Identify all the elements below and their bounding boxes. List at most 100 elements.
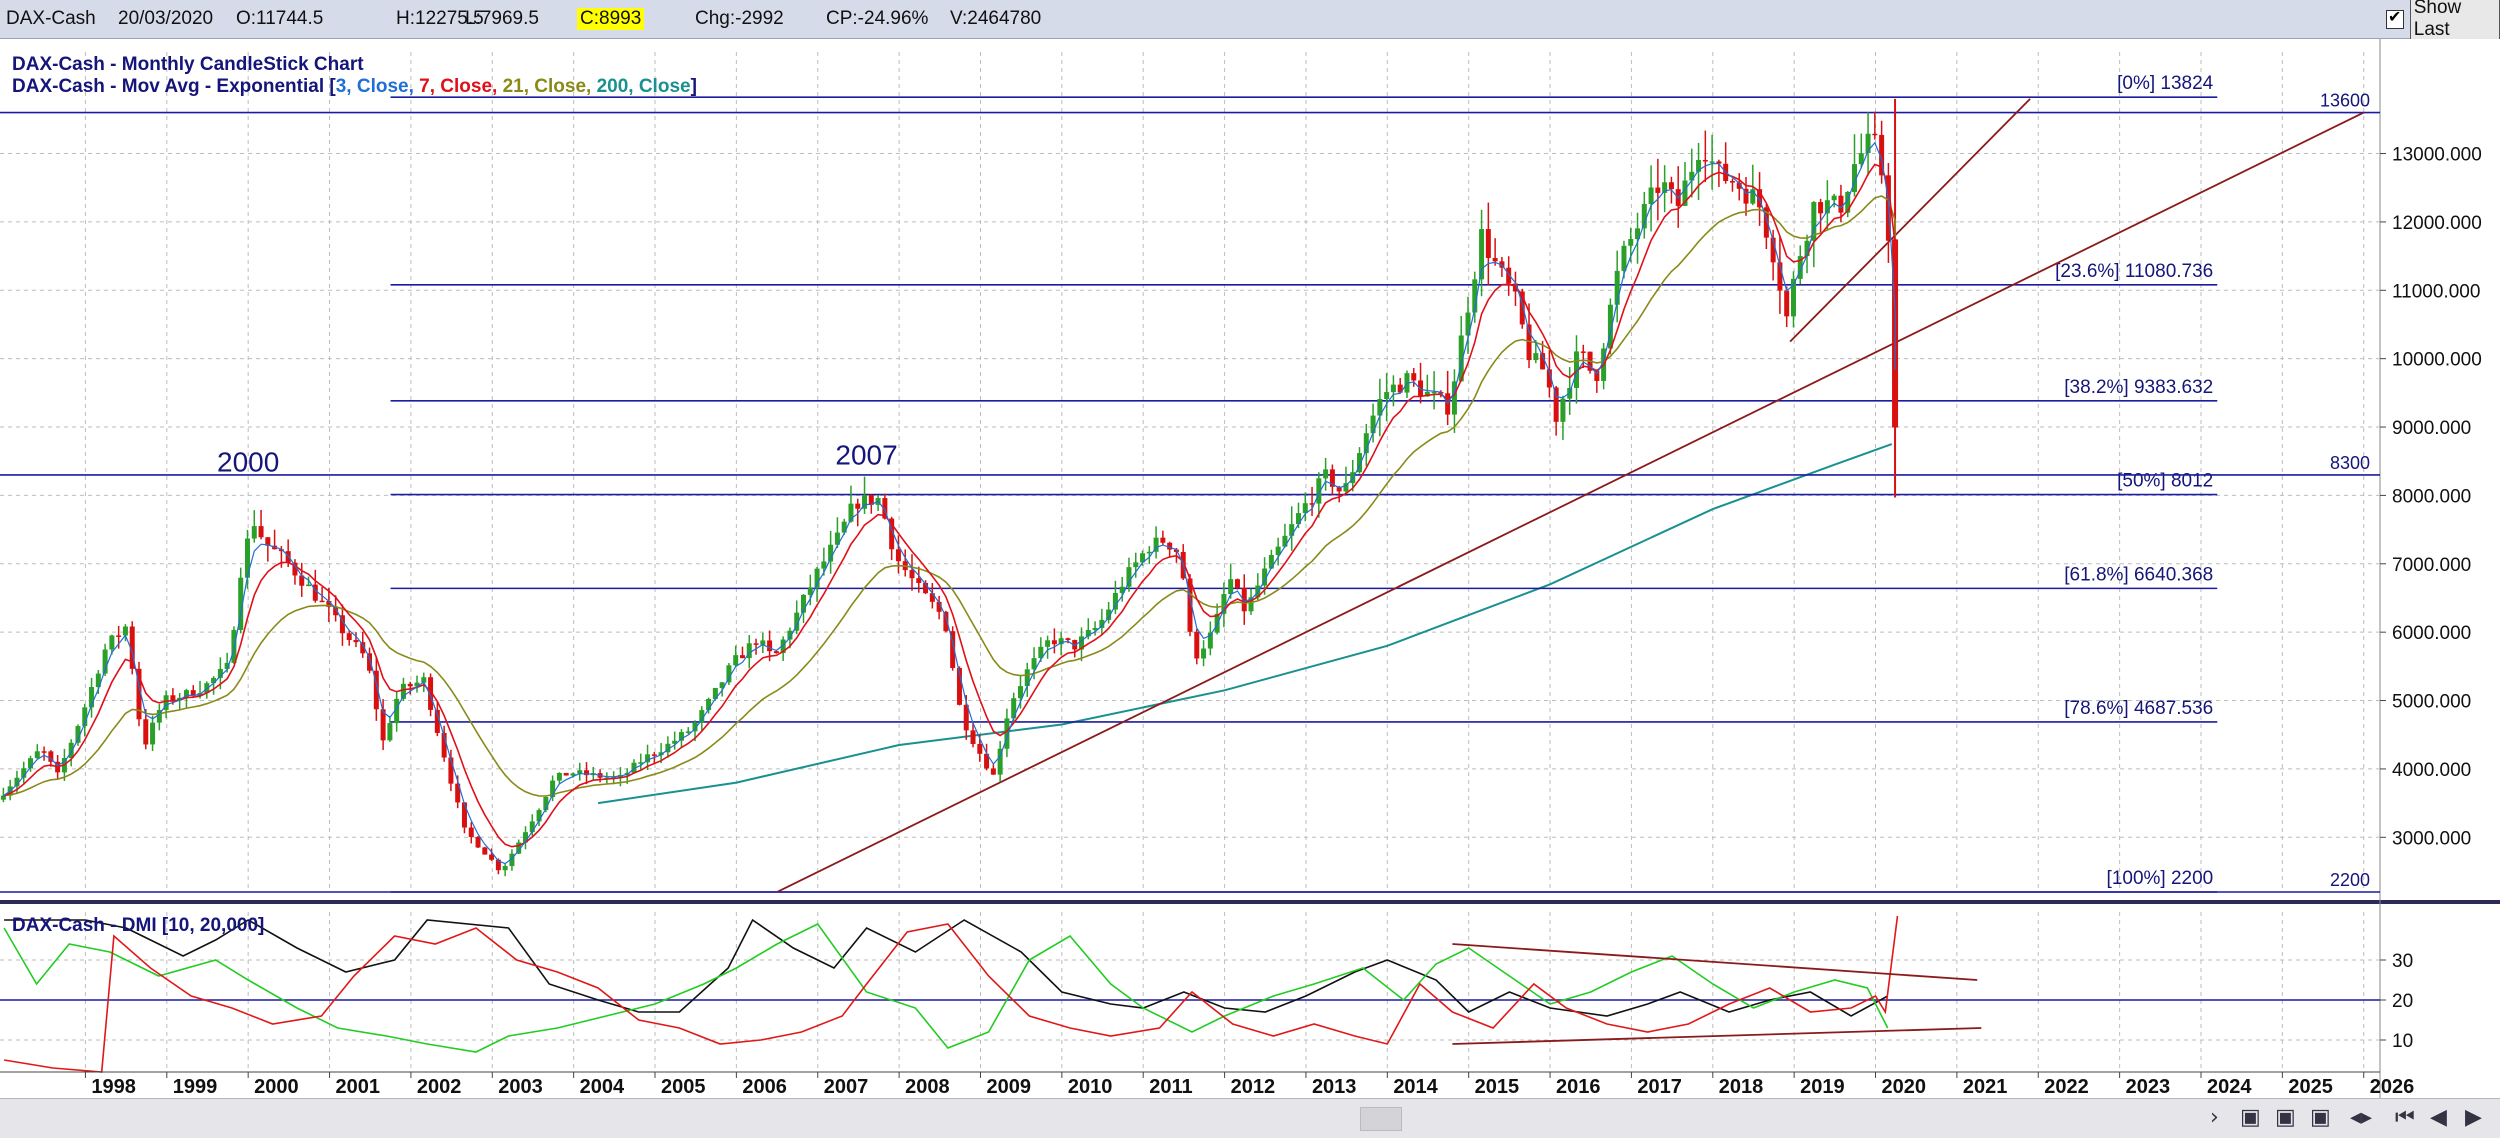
candle-body [1641, 204, 1647, 229]
chart-canvas[interactable]: [0%] 13824 [23.6%] 11080.736 [38.2%] 9383.… [0, 39, 2500, 1098]
show-last-toggle[interactable]: Show Last [2386, 0, 2500, 42]
candle-body [448, 757, 454, 784]
fib-level-label: [61.8%] 6640.368 [2064, 564, 2213, 585]
scroll-first-icon[interactable]: ⏮ [2395, 1105, 2415, 1130]
candle-body [421, 677, 427, 683]
price-axis: 3000.000 4000.000 5000.000 6000.000 7000.000… [2380, 145, 2482, 1052]
ma-legend-ema21: 21, Close, [503, 76, 597, 97]
candle-body [1736, 182, 1742, 189]
candle-body [1024, 669, 1030, 687]
candle-body [1194, 631, 1200, 659]
candle-body [834, 532, 840, 545]
scroll-bar[interactable]: › ▣ ▣ ▣ ◂▸ ⏮ ◀ ▶ [0, 1098, 2500, 1138]
candle-body [1804, 240, 1810, 257]
candle-body [1045, 640, 1051, 647]
candle-body [1838, 195, 1844, 213]
candle-body [1248, 597, 1254, 612]
time-tick-label: 2007 [824, 1076, 869, 1098]
candle-body [997, 748, 1003, 775]
candle-body [923, 582, 929, 594]
candle-body [1797, 256, 1803, 279]
candle-body [1424, 391, 1430, 397]
change-pct-value: CP:-24.96% [826, 8, 929, 29]
candle-body [570, 773, 576, 776]
candle-body [1411, 373, 1417, 381]
candle-body [1160, 537, 1166, 543]
candle-body [516, 842, 522, 854]
candle-body [1865, 133, 1871, 154]
candle-body [1824, 200, 1830, 214]
dmi-panel [0, 915, 2380, 1073]
candle-body [1092, 627, 1098, 630]
candle-body [1085, 629, 1091, 637]
zoom-icon[interactable]: ▣ [2240, 1105, 2261, 1130]
candle-body [787, 630, 793, 640]
candle-body [489, 854, 495, 860]
candle-body [1465, 312, 1471, 336]
candle-body [1621, 245, 1627, 271]
candle-body [1682, 180, 1688, 206]
date-label: 20/03/2020 [118, 8, 214, 29]
candle-body [1689, 171, 1695, 181]
candle-body [1289, 524, 1295, 536]
dmi-tick-label: 20 [2392, 991, 2413, 1012]
candle-body [224, 662, 230, 669]
candle-body [143, 719, 149, 745]
candle-body [244, 538, 250, 578]
candle-body [855, 503, 861, 509]
annotations: 2000 2007 [217, 440, 898, 478]
candle-body [48, 751, 54, 762]
candle-body [292, 562, 298, 576]
scroll-both-icon[interactable]: ◂▸ [2350, 1105, 2373, 1130]
ma-legend-ema200: 200, Close [597, 76, 691, 97]
candle-body [1207, 632, 1213, 649]
candle-body [373, 670, 379, 710]
scroll-right-icon[interactable]: › [2210, 1105, 2219, 1130]
chart-annotation: 2007 [835, 440, 897, 471]
candle-body [807, 587, 813, 595]
time-tick-label: 2016 [1556, 1076, 1601, 1098]
candle-body [1099, 619, 1105, 628]
candle-body [631, 762, 637, 773]
candle-body [468, 827, 474, 837]
candle-body [889, 518, 895, 550]
time-tick-label: 2003 [498, 1076, 543, 1098]
time-tick-label: 2008 [905, 1076, 950, 1098]
candle-body [1241, 587, 1247, 612]
candle-body [1343, 483, 1349, 492]
ma-legend-ema7: 7, Close, [419, 76, 502, 97]
candle-body [692, 722, 698, 732]
candle-body [1540, 353, 1546, 370]
candle-body [346, 633, 352, 641]
candle-body [394, 698, 400, 724]
price-tick-label: 4000.000 [2392, 760, 2471, 781]
candle-body [1431, 391, 1437, 394]
time-tick-label: 2021 [1963, 1076, 2008, 1098]
candle-body [956, 668, 962, 705]
fit-icon[interactable]: ▣ [2310, 1105, 2331, 1130]
scroll-next-icon[interactable]: ▶ [2465, 1105, 2482, 1130]
candle-body [1329, 469, 1335, 487]
time-tick-label: 1998 [91, 1076, 136, 1098]
candle-body [936, 601, 942, 612]
candle-body [977, 743, 983, 754]
show-last-checkbox[interactable] [2386, 7, 2404, 29]
zoom-out-icon[interactable]: ▣ [2275, 1105, 2296, 1130]
candle-body [746, 643, 752, 659]
candle-body [1268, 555, 1274, 569]
time-tick-label: 2017 [1637, 1076, 1682, 1098]
candle-body [306, 584, 312, 587]
price-tick-label: 13000.000 [2392, 145, 2482, 166]
candle-body [1485, 229, 1491, 258]
horizontal-scroll-thumb[interactable] [1360, 1107, 1402, 1131]
candle-body [1845, 191, 1851, 213]
scroll-prev-icon[interactable]: ◀ [2430, 1105, 2447, 1130]
dmi-line-1 [3, 922, 1889, 1053]
ema200-layer [597, 443, 1893, 805]
time-tick-label: 2006 [742, 1076, 787, 1098]
candle-body [367, 653, 373, 671]
candle-body [1526, 324, 1532, 361]
candle-body [963, 704, 969, 731]
panel-divider [0, 900, 2500, 904]
candle-body [522, 832, 528, 843]
